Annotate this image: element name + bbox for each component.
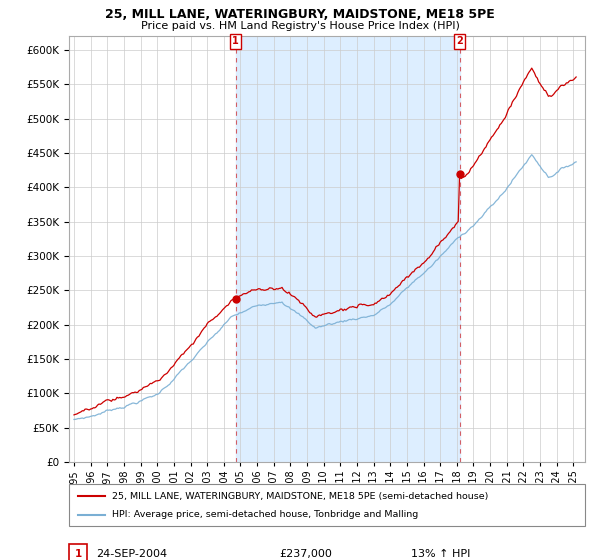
Text: 25, MILL LANE, WATERINGBURY, MAIDSTONE, ME18 5PE: 25, MILL LANE, WATERINGBURY, MAIDSTONE, … [105, 8, 495, 21]
Text: 1: 1 [232, 36, 239, 46]
Text: £237,000: £237,000 [279, 549, 332, 559]
Text: 24-SEP-2004: 24-SEP-2004 [96, 549, 167, 559]
Text: HPI: Average price, semi-detached house, Tonbridge and Malling: HPI: Average price, semi-detached house,… [112, 510, 418, 519]
Text: Price paid vs. HM Land Registry's House Price Index (HPI): Price paid vs. HM Land Registry's House … [140, 21, 460, 31]
Text: 1: 1 [74, 549, 82, 559]
Text: 2: 2 [456, 36, 463, 46]
Text: 25, MILL LANE, WATERINGBURY, MAIDSTONE, ME18 5PE (semi-detached house): 25, MILL LANE, WATERINGBURY, MAIDSTONE, … [112, 492, 488, 501]
Text: 13% ↑ HPI: 13% ↑ HPI [411, 549, 470, 559]
Bar [236, 36, 460, 462]
